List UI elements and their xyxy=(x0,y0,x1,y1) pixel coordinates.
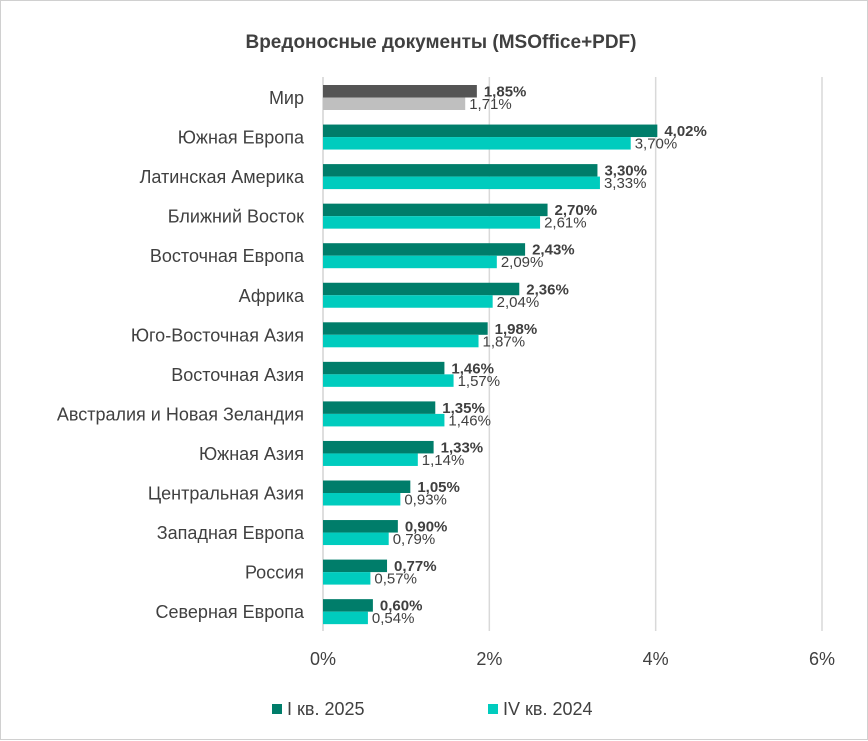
bar xyxy=(323,282,520,296)
data-label: 0,77% xyxy=(394,558,437,575)
legend-swatch-q4-2024 xyxy=(488,704,498,714)
data-label: 0,60% xyxy=(380,598,423,615)
data-label: 3,70% xyxy=(635,136,678,153)
legend-label-q4-2024: IV кв. 2024 xyxy=(503,699,593,719)
legend-swatch-q1-2025 xyxy=(272,704,282,714)
bar xyxy=(323,322,488,335)
x-tick-label: 0% xyxy=(310,649,336,669)
category-label: Латинская Америка xyxy=(140,167,305,187)
bar xyxy=(323,559,388,573)
data-label: 0,90% xyxy=(405,519,448,536)
category-label: Центральная Азия xyxy=(148,484,304,504)
bar xyxy=(323,203,548,217)
data-label: 1,46% xyxy=(448,412,491,429)
data-label: 1,05% xyxy=(417,479,460,496)
data-label: 1,71% xyxy=(469,96,512,113)
data-label: 3,30% xyxy=(604,163,647,180)
data-label: 2,70% xyxy=(555,202,598,219)
category-label: Австралия и Новая Зеландия xyxy=(57,404,304,424)
category-label: Северная Европа xyxy=(156,602,305,622)
data-label: 0,93% xyxy=(404,492,447,509)
category-label: Южная Азия xyxy=(199,444,304,464)
bar xyxy=(323,295,493,308)
data-label: 2,61% xyxy=(544,215,587,232)
bar xyxy=(323,361,445,375)
data-label: 1,33% xyxy=(441,439,484,456)
data-label: 2,43% xyxy=(532,242,575,259)
bar xyxy=(323,176,600,190)
x-tick-label: 2% xyxy=(476,649,502,669)
category-label: Юго-Восточная Азия xyxy=(131,325,304,345)
chart-title: Вредоносные документы (MSOffice+PDF) xyxy=(245,32,636,53)
bar xyxy=(323,599,373,612)
category-label: Ближний Восток xyxy=(168,207,304,227)
bar xyxy=(323,124,658,138)
bar xyxy=(323,440,434,454)
bar xyxy=(323,334,479,348)
x-tick-label: 4% xyxy=(643,649,669,669)
bar xyxy=(323,453,418,466)
bar xyxy=(323,413,445,427)
bar xyxy=(323,480,411,493)
bar xyxy=(323,520,398,533)
bar xyxy=(323,85,477,98)
data-label: 1,46% xyxy=(451,360,494,377)
bar xyxy=(323,164,598,177)
bar xyxy=(323,401,436,414)
data-label: 2,04% xyxy=(497,294,540,311)
bar xyxy=(323,243,526,256)
data-label: 3,33% xyxy=(604,175,647,192)
data-label: 1,14% xyxy=(422,452,465,469)
bar xyxy=(323,255,497,269)
category-label: Африка xyxy=(239,286,305,306)
bar xyxy=(323,97,466,110)
category-label: Восточная Азия xyxy=(171,365,304,385)
legend: I кв. 2025 IV кв. 2024 xyxy=(272,699,593,719)
data-label: 1,57% xyxy=(458,373,501,390)
bar xyxy=(323,532,389,546)
data-label: 0,57% xyxy=(374,571,417,588)
data-label: 1,87% xyxy=(483,333,526,350)
category-label: Южная Европа xyxy=(178,128,305,148)
category-label: Восточная Европа xyxy=(150,246,305,266)
data-label: 1,98% xyxy=(495,321,538,338)
bar xyxy=(323,493,401,506)
bar xyxy=(323,572,371,585)
legend-label-q1-2025: I кв. 2025 xyxy=(287,699,364,719)
category-label: Мир xyxy=(269,88,304,108)
data-label: 1,35% xyxy=(442,400,485,417)
bar xyxy=(323,374,454,387)
category-label: Россия xyxy=(245,563,304,583)
bar xyxy=(323,137,631,150)
data-label: 1,85% xyxy=(484,84,527,101)
data-label: 0,54% xyxy=(372,610,415,627)
x-tick-label: 6% xyxy=(809,649,835,669)
data-label: 0,79% xyxy=(393,531,436,548)
bar xyxy=(323,216,541,229)
data-label: 2,09% xyxy=(501,254,544,271)
data-label: 2,36% xyxy=(526,281,569,298)
category-label: Западная Европа xyxy=(157,523,305,543)
data-label: 4,02% xyxy=(664,123,707,140)
bar xyxy=(323,611,368,625)
